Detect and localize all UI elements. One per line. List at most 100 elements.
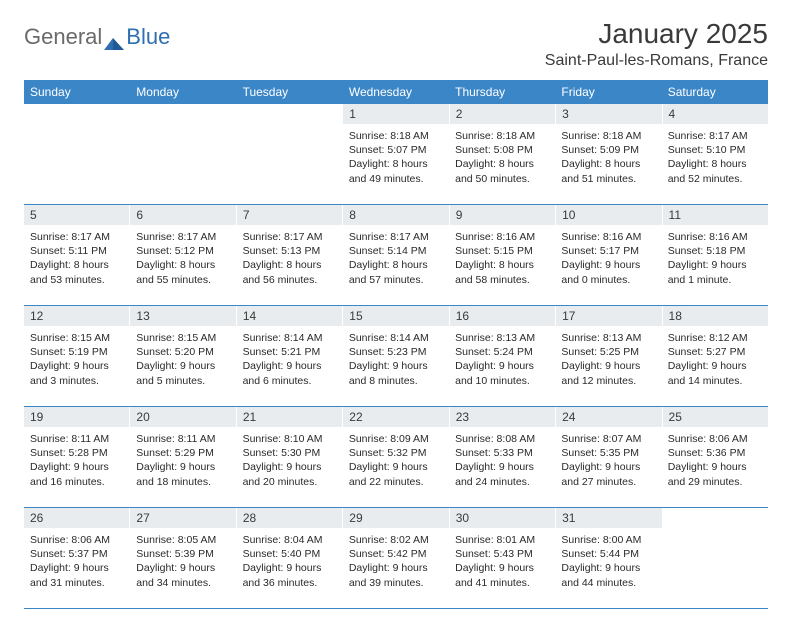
sunrise-line: Sunrise: 8:05 AM xyxy=(136,533,230,547)
brand-part1: General xyxy=(24,24,102,50)
brand-part2: Blue xyxy=(126,24,170,50)
day-cell: Sunrise: 8:17 AMSunset: 5:14 PMDaylight:… xyxy=(343,225,449,305)
title-block: January 2025 Saint-Paul-les-Romans, Fran… xyxy=(545,18,768,76)
day-cell: Sunrise: 8:17 AMSunset: 5:13 PMDaylight:… xyxy=(237,225,343,305)
weekday-label: Monday xyxy=(130,80,236,104)
day-cell: Sunrise: 8:13 AMSunset: 5:24 PMDaylight:… xyxy=(449,326,555,406)
day-number: 5 xyxy=(24,205,130,225)
weekday-label: Thursday xyxy=(449,80,555,104)
day-number: 8 xyxy=(343,205,449,225)
day-cell: Sunrise: 8:15 AMSunset: 5:19 PMDaylight:… xyxy=(24,326,130,406)
header-row: General Blue January 2025 Saint-Paul-les… xyxy=(24,18,768,76)
sunrise-line: Sunrise: 8:17 AM xyxy=(243,230,337,244)
day-cell: Sunrise: 8:06 AMSunset: 5:36 PMDaylight:… xyxy=(662,427,768,507)
sunset-line: Sunset: 5:15 PM xyxy=(455,244,549,258)
daylight-line-2: and 14 minutes. xyxy=(668,374,762,388)
daylight-line-1: Daylight: 9 hours xyxy=(455,561,549,575)
day-cell: Sunrise: 8:18 AMSunset: 5:07 PMDaylight:… xyxy=(343,124,449,204)
day-cell: Sunrise: 8:17 AMSunset: 5:10 PMDaylight:… xyxy=(662,124,768,204)
day-info: Sunrise: 8:11 AMSunset: 5:28 PMDaylight:… xyxy=(28,430,126,489)
day-cell: Sunrise: 8:18 AMSunset: 5:08 PMDaylight:… xyxy=(449,124,555,204)
sunset-line: Sunset: 5:35 PM xyxy=(561,446,655,460)
day-cell: Sunrise: 8:13 AMSunset: 5:25 PMDaylight:… xyxy=(555,326,661,406)
sunrise-line: Sunrise: 8:01 AM xyxy=(455,533,549,547)
sunrise-line: Sunrise: 8:08 AM xyxy=(455,432,549,446)
sunrise-line: Sunrise: 8:06 AM xyxy=(30,533,124,547)
day-number: 25 xyxy=(663,407,768,427)
day-info: Sunrise: 8:18 AMSunset: 5:09 PMDaylight:… xyxy=(559,127,657,186)
daylight-line-2: and 27 minutes. xyxy=(561,475,655,489)
daylight-line-2: and 55 minutes. xyxy=(136,273,230,287)
daylight-line-2: and 39 minutes. xyxy=(349,576,443,590)
sunset-line: Sunset: 5:24 PM xyxy=(455,345,549,359)
day-info: Sunrise: 8:18 AMSunset: 5:08 PMDaylight:… xyxy=(453,127,551,186)
day-info: Sunrise: 8:07 AMSunset: 5:35 PMDaylight:… xyxy=(559,430,657,489)
sunrise-line: Sunrise: 8:02 AM xyxy=(349,533,443,547)
daylight-line-1: Daylight: 8 hours xyxy=(349,258,443,272)
day-number: 18 xyxy=(663,306,768,326)
daynum-band: 1234 xyxy=(24,104,768,124)
sunrise-line: Sunrise: 8:17 AM xyxy=(668,129,762,143)
sunrise-line: Sunrise: 8:10 AM xyxy=(243,432,337,446)
daylight-line-1: Daylight: 8 hours xyxy=(561,157,655,171)
day-cell: Sunrise: 8:11 AMSunset: 5:29 PMDaylight:… xyxy=(130,427,236,507)
sunrise-line: Sunrise: 8:18 AM xyxy=(349,129,443,143)
daylight-line-1: Daylight: 9 hours xyxy=(30,561,124,575)
daylight-line-2: and 51 minutes. xyxy=(561,172,655,186)
weekday-label: Wednesday xyxy=(343,80,449,104)
daylight-line-2: and 44 minutes. xyxy=(561,576,655,590)
day-cell xyxy=(130,124,236,204)
sunset-line: Sunset: 5:18 PM xyxy=(668,244,762,258)
daynum-band: 567891011 xyxy=(24,205,768,225)
day-cell: Sunrise: 8:06 AMSunset: 5:37 PMDaylight:… xyxy=(24,528,130,608)
day-cell: Sunrise: 8:14 AMSunset: 5:21 PMDaylight:… xyxy=(237,326,343,406)
day-cell: Sunrise: 8:18 AMSunset: 5:09 PMDaylight:… xyxy=(555,124,661,204)
day-info: Sunrise: 8:13 AMSunset: 5:24 PMDaylight:… xyxy=(453,329,551,388)
daylight-line-1: Daylight: 8 hours xyxy=(668,157,762,171)
sunrise-line: Sunrise: 8:14 AM xyxy=(349,331,443,345)
sunset-line: Sunset: 5:20 PM xyxy=(136,345,230,359)
daylight-line-1: Daylight: 9 hours xyxy=(561,359,655,373)
day-number: 7 xyxy=(237,205,343,225)
day-info: Sunrise: 8:01 AMSunset: 5:43 PMDaylight:… xyxy=(453,531,551,590)
day-number: 11 xyxy=(663,205,768,225)
sunrise-line: Sunrise: 8:00 AM xyxy=(561,533,655,547)
sunrise-line: Sunrise: 8:13 AM xyxy=(561,331,655,345)
day-number xyxy=(24,104,130,124)
day-info: Sunrise: 8:18 AMSunset: 5:07 PMDaylight:… xyxy=(347,127,445,186)
sunset-line: Sunset: 5:29 PM xyxy=(136,446,230,460)
sunset-line: Sunset: 5:44 PM xyxy=(561,547,655,561)
day-cell: Sunrise: 8:17 AMSunset: 5:12 PMDaylight:… xyxy=(130,225,236,305)
sunset-line: Sunset: 5:17 PM xyxy=(561,244,655,258)
weekday-header: Sunday Monday Tuesday Wednesday Thursday… xyxy=(24,80,768,104)
day-number: 2 xyxy=(450,104,556,124)
sunrise-line: Sunrise: 8:15 AM xyxy=(136,331,230,345)
day-number xyxy=(237,104,343,124)
daylight-line-2: and 6 minutes. xyxy=(243,374,337,388)
daylight-line-1: Daylight: 9 hours xyxy=(455,359,549,373)
daylight-line-2: and 18 minutes. xyxy=(136,475,230,489)
day-info: Sunrise: 8:12 AMSunset: 5:27 PMDaylight:… xyxy=(666,329,764,388)
day-cell: Sunrise: 8:07 AMSunset: 5:35 PMDaylight:… xyxy=(555,427,661,507)
daylight-line-1: Daylight: 9 hours xyxy=(668,359,762,373)
daylight-line-2: and 1 minute. xyxy=(668,273,762,287)
day-number: 31 xyxy=(556,508,662,528)
daylight-line-2: and 10 minutes. xyxy=(455,374,549,388)
daylight-line-1: Daylight: 9 hours xyxy=(561,258,655,272)
daylight-line-2: and 31 minutes. xyxy=(30,576,124,590)
daylight-line-1: Daylight: 9 hours xyxy=(136,561,230,575)
sunrise-line: Sunrise: 8:04 AM xyxy=(243,533,337,547)
sunset-line: Sunset: 5:09 PM xyxy=(561,143,655,157)
week-row: Sunrise: 8:06 AMSunset: 5:37 PMDaylight:… xyxy=(24,528,768,609)
sunset-line: Sunset: 5:28 PM xyxy=(30,446,124,460)
sunset-line: Sunset: 5:10 PM xyxy=(668,143,762,157)
day-cell xyxy=(24,124,130,204)
day-cell: Sunrise: 8:10 AMSunset: 5:30 PMDaylight:… xyxy=(237,427,343,507)
daylight-line-2: and 58 minutes. xyxy=(455,273,549,287)
day-number: 9 xyxy=(450,205,556,225)
daylight-line-2: and 0 minutes. xyxy=(561,273,655,287)
daylight-line-2: and 34 minutes. xyxy=(136,576,230,590)
day-number: 27 xyxy=(130,508,236,528)
day-cell: Sunrise: 8:14 AMSunset: 5:23 PMDaylight:… xyxy=(343,326,449,406)
day-cell: Sunrise: 8:15 AMSunset: 5:20 PMDaylight:… xyxy=(130,326,236,406)
